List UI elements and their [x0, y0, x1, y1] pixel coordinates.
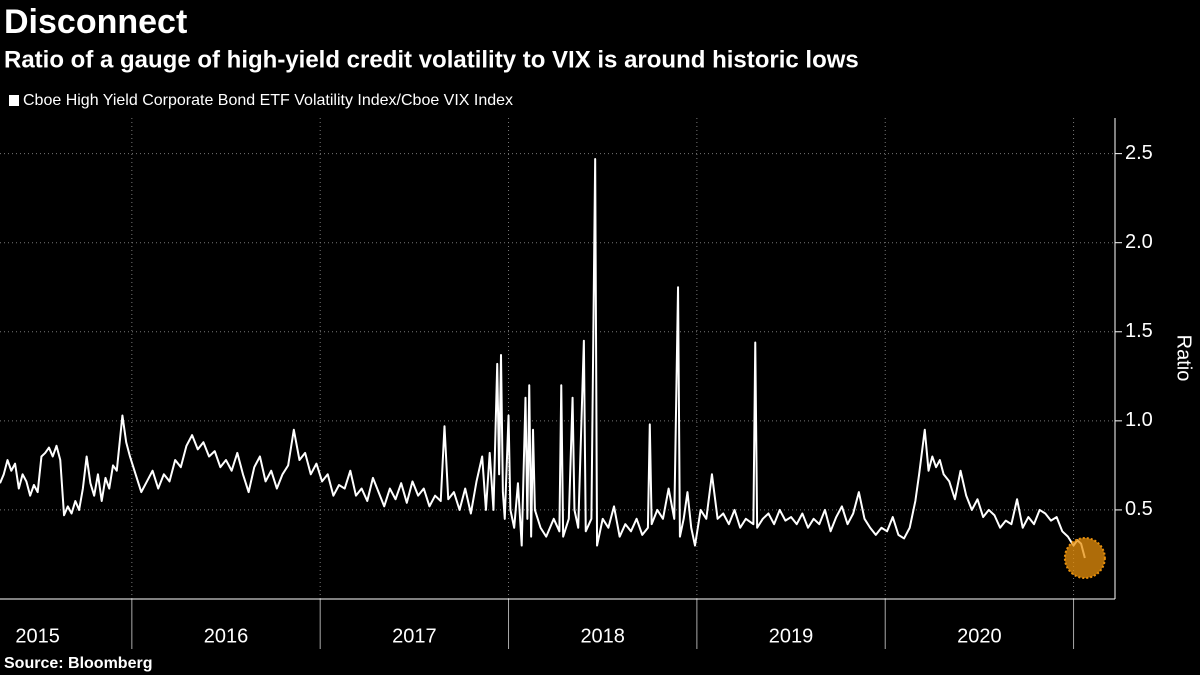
y-axis-label: Ratio	[1173, 335, 1195, 382]
legend-label: Cboe High Yield Corporate Bond ETF Volat…	[23, 92, 513, 109]
highlight-marker	[1063, 537, 1106, 580]
x-tick-label: 2020	[957, 625, 1002, 647]
chart-subtitle: Ratio of a gauge of high-yield credit vo…	[4, 46, 859, 73]
data-line	[0, 157, 1086, 559]
y-tick-label: 2.0	[1125, 231, 1153, 253]
y-tick-label: 0.5	[1125, 498, 1153, 520]
source: Source: Bloomberg	[4, 655, 152, 672]
x-tick-label: 2016	[204, 625, 249, 647]
legend-swatch	[9, 95, 19, 106]
x-tick-label: 2019	[769, 625, 814, 647]
x-tick-label: 2018	[580, 625, 625, 647]
x-tick-label: 2017	[392, 625, 437, 647]
y-tick-label: 1.0	[1125, 409, 1153, 431]
y-tick-label: 1.5	[1125, 320, 1153, 342]
chart-title: Disconnect	[4, 3, 187, 41]
y-tick-label: 2.5	[1125, 142, 1153, 164]
x-tick-label: 2015	[15, 625, 60, 647]
